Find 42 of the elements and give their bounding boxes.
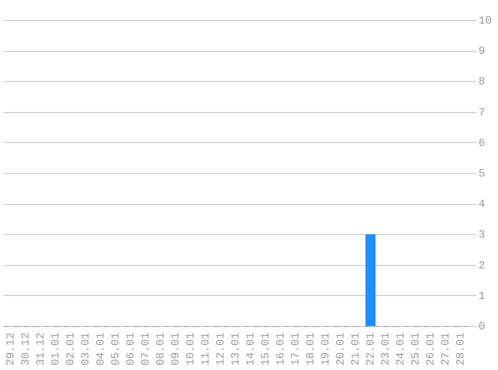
y-tick-label: 10 — [478, 16, 492, 28]
y-tick-label: 5 — [478, 168, 486, 180]
x-tick-label: 06.01 — [126, 332, 138, 366]
x-tick-label: 12.01 — [216, 332, 228, 366]
x-tick-label: 23.01 — [380, 332, 392, 366]
y-tick-label: 9 — [478, 46, 486, 58]
x-tick-label: 07.01 — [140, 332, 152, 366]
x-tick-label: 25.01 — [410, 332, 422, 366]
x-tick-label: 27.01 — [440, 332, 452, 366]
x-tick-label: 31.12 — [36, 332, 48, 366]
x-tick-label: 05.01 — [110, 332, 122, 366]
y-tick-label: 2 — [478, 260, 486, 272]
x-tick-label: 28.01 — [456, 332, 468, 366]
x-tick-label: 21.01 — [350, 332, 362, 366]
x-tick-label: 17.01 — [290, 332, 302, 366]
x-tick-label: 13.01 — [230, 332, 242, 366]
y-tick-label: 7 — [478, 107, 486, 120]
x-tick-label: 11.01 — [200, 332, 212, 366]
x-tick-label: 08.01 — [156, 332, 168, 366]
x-tick-label: 18.01 — [306, 332, 318, 366]
y-tick-label: 6 — [478, 138, 486, 150]
x-tick-label: 09.01 — [170, 332, 182, 366]
x-tick-label: 01.01 — [50, 332, 62, 366]
x-tick-label: 30.12 — [20, 332, 32, 366]
y-tick-label: 3 — [478, 230, 486, 242]
x-tick-label: 29.12 — [6, 332, 18, 366]
x-tick-label: 15.01 — [260, 332, 272, 366]
y-tick-label: 4 — [478, 199, 486, 212]
x-tick-label: 26.01 — [426, 332, 438, 366]
x-tick-label: 14.01 — [246, 332, 258, 366]
x-tick-label: 20.01 — [336, 332, 348, 366]
x-tick-label: 03.01 — [80, 332, 92, 366]
y-tick-label: 0 — [478, 322, 486, 334]
x-tick-label: 02.01 — [66, 332, 78, 366]
x-tick-label: 04.01 — [96, 332, 108, 366]
x-tick-label: 19.01 — [320, 332, 332, 366]
y-tick-label: 1 — [478, 290, 486, 303]
x-tick-label: 24.01 — [396, 332, 408, 366]
x-tick-label: 22.01 — [366, 332, 378, 366]
x-tick-label: 10.01 — [186, 332, 198, 366]
y-tick-label: 8 — [478, 76, 486, 89]
x-tick-label: 16.01 — [276, 332, 288, 366]
